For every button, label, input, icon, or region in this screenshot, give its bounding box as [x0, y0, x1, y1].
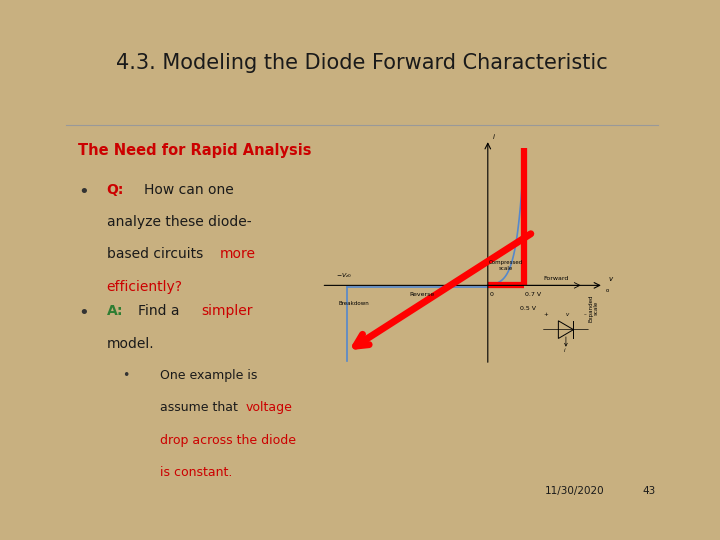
Text: model.: model.	[107, 336, 154, 350]
Text: The Need for Rapid Analysis: The Need for Rapid Analysis	[78, 143, 312, 158]
Text: •: •	[78, 183, 89, 201]
Text: more: more	[220, 247, 256, 261]
Text: 43: 43	[642, 485, 655, 496]
Text: assume that: assume that	[160, 401, 242, 414]
Text: v: v	[566, 312, 570, 318]
Text: A:: A:	[107, 305, 123, 319]
Text: One example is: One example is	[160, 369, 258, 382]
Text: analyze these diode-: analyze these diode-	[107, 215, 251, 229]
Text: Forward: Forward	[543, 275, 569, 281]
Text: 11/30/2020: 11/30/2020	[544, 485, 604, 496]
Text: 0: 0	[490, 293, 494, 298]
Text: •: •	[122, 369, 130, 382]
Text: 0.7 V: 0.7 V	[525, 293, 541, 298]
Text: i: i	[564, 348, 565, 353]
Text: voltage: voltage	[246, 401, 292, 414]
Text: i: i	[493, 134, 495, 140]
Text: 0.5 V: 0.5 V	[520, 306, 536, 310]
Text: based circuits: based circuits	[107, 247, 207, 261]
Text: Find a: Find a	[138, 305, 184, 319]
Text: 4.3. Modeling the Diode Forward Characteristic: 4.3. Modeling the Diode Forward Characte…	[116, 53, 608, 73]
Text: Breakdown: Breakdown	[339, 301, 369, 306]
Text: simpler: simpler	[201, 305, 253, 319]
Text: Reverse: Reverse	[410, 293, 435, 298]
Text: $-V_{z0}$: $-V_{z0}$	[336, 272, 352, 280]
Text: Q:: Q:	[107, 183, 124, 197]
Text: o: o	[606, 288, 610, 293]
Text: –: –	[584, 312, 586, 318]
Text: How can one: How can one	[145, 183, 234, 197]
Text: Expanded
scale: Expanded scale	[588, 294, 599, 322]
Text: drop across the diode: drop across the diode	[160, 434, 296, 447]
Text: Compressed
scale: Compressed scale	[488, 260, 523, 271]
Text: is constant.: is constant.	[160, 466, 233, 479]
Text: efficiently?: efficiently?	[107, 280, 183, 294]
Text: +: +	[544, 312, 548, 318]
Text: v: v	[609, 276, 613, 282]
Text: •: •	[78, 305, 89, 322]
